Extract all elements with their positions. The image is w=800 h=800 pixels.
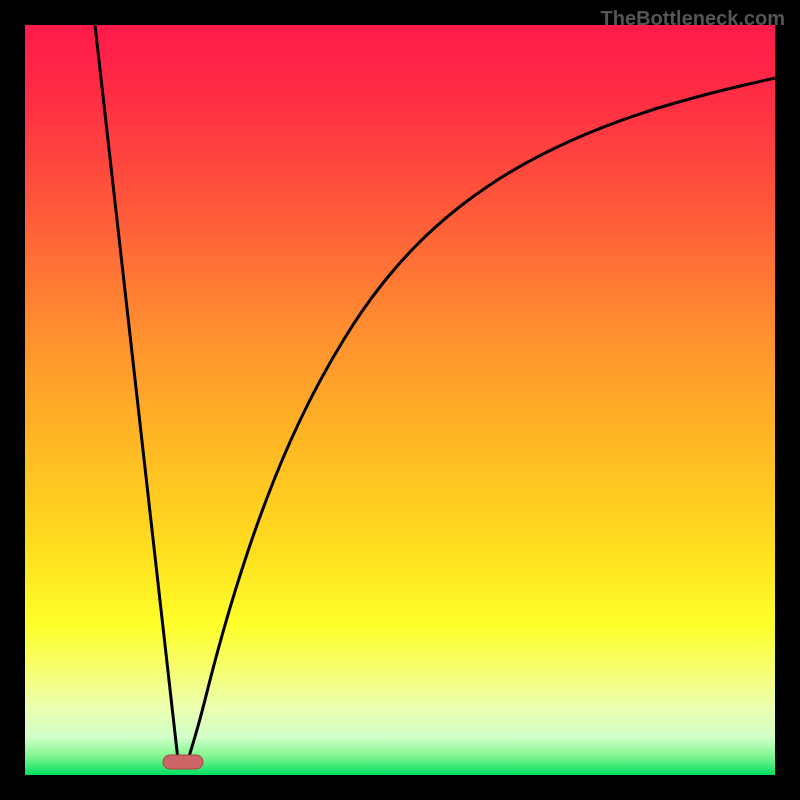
chart-svg [0,0,800,800]
watermark-text: TheBottleneck.com [601,8,785,31]
bottleneck-chart: TheBottleneck.com [0,0,800,800]
valley-marker [163,755,203,769]
